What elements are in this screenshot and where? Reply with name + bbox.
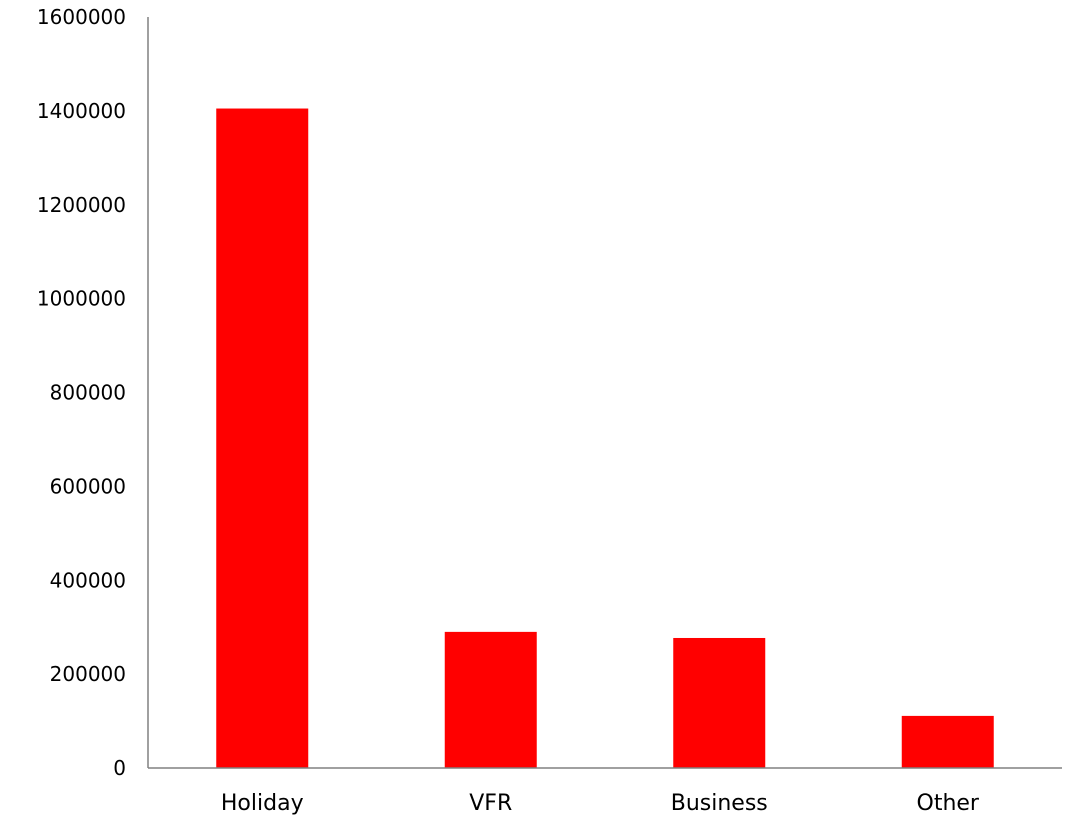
y-tick-label: 1200000 (37, 193, 126, 217)
y-axis-tick-labels: 0 200000 400000 600000 800000 1000000 1200000 1… (37, 5, 126, 780)
y-tick-label: 400000 (50, 568, 126, 592)
x-category-label: VFR (469, 791, 512, 816)
y-tick-label: 0 (113, 756, 126, 780)
bar-holiday (216, 108, 309, 768)
bar-business (673, 637, 766, 768)
bar-other (901, 715, 994, 768)
x-category-label: Holiday (221, 791, 304, 816)
x-axis-category-labels: Holiday VFR Business Other (221, 791, 980, 816)
y-tick-label: 1400000 (37, 99, 126, 123)
y-tick-label: 200000 (50, 662, 126, 686)
y-tick-label: 800000 (50, 381, 126, 405)
bars (216, 108, 994, 768)
y-tick-label: 1600000 (37, 5, 126, 29)
x-category-label: Other (917, 791, 980, 816)
bar-vfr (444, 631, 537, 768)
y-tick-label: 600000 (50, 474, 126, 498)
x-category-label: Business (671, 791, 768, 816)
y-tick-label: 1000000 (37, 287, 126, 311)
